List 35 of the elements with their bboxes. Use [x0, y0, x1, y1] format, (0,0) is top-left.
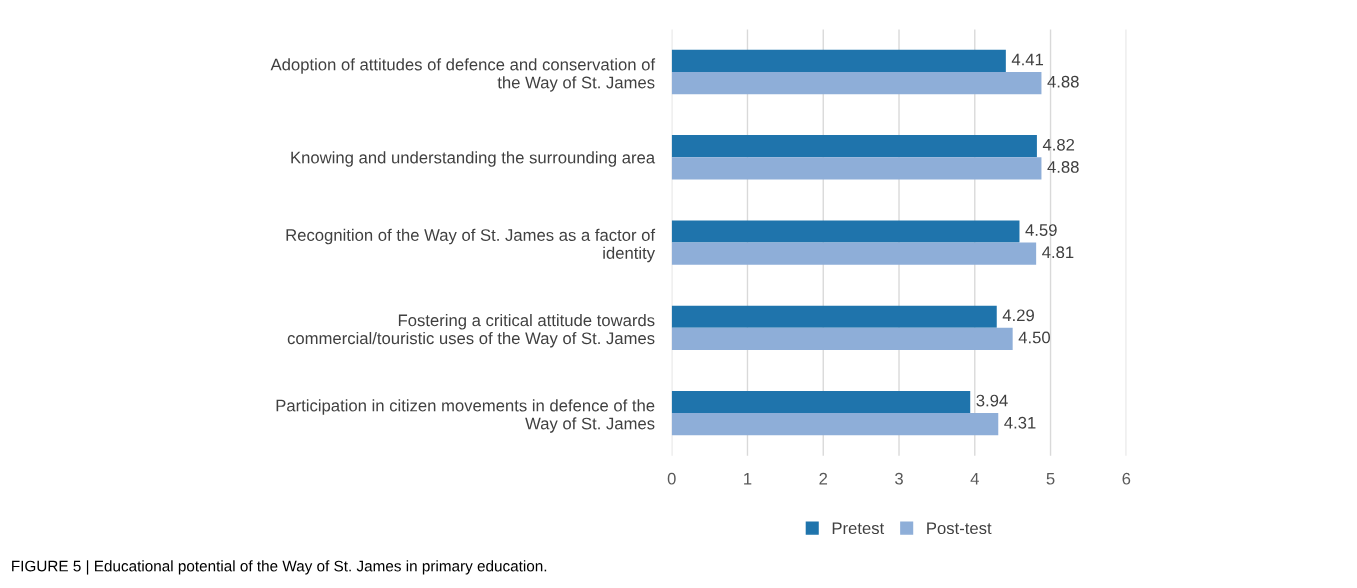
- x-tick-label: 2: [819, 472, 828, 485]
- y-tick-label: Fostering a critical attitude towards commercial/touristic uses of the Way of St. James: [287, 314, 655, 348]
- data-label: 4.41: [1011, 53, 1044, 66]
- bar: [671, 327, 1013, 350]
- caption: FIGURE 5 | Educational potential of the Way of St. James in primary education.: [12, 560, 547, 575]
- y-tick-label: Knowing and understanding the surrounding area: [291, 151, 656, 167]
- x-tick-label: 6: [1122, 472, 1131, 485]
- y-tick-label: Recognition of the Way of St. James as a factor of identity: [286, 228, 656, 263]
- bar: [671, 305, 997, 328]
- data-label: 4.81: [1042, 246, 1074, 259]
- bar: [671, 413, 999, 436]
- bar: [671, 242, 1037, 265]
- x-tick-label: 3: [895, 472, 903, 485]
- bar: [671, 72, 1042, 95]
- x-tick-label: 1: [744, 472, 752, 485]
- data-label: 4.88: [1047, 75, 1079, 88]
- data-label: 4.82: [1042, 138, 1075, 151]
- bar: [671, 390, 971, 414]
- bar: [671, 49, 1006, 73]
- x-tick-label: 4: [970, 472, 979, 485]
- data-label: 4.50: [1018, 331, 1050, 344]
- x-tick-label: 5: [1046, 472, 1055, 485]
- y-tick-label: Participation in citizen movements in defence of the Way of St. James: [276, 399, 655, 433]
- data-label: 4.88: [1047, 161, 1079, 173]
- data-label: 3.94: [976, 394, 1008, 407]
- legend-label: Post-test: [927, 522, 992, 535]
- bar: [671, 220, 1020, 243]
- x-tick-label: 0: [667, 472, 676, 485]
- data-label: 4.59: [1025, 224, 1057, 236]
- data-label: 4.31: [1004, 416, 1036, 429]
- bar: [671, 157, 1042, 180]
- data-label: 4.29: [1002, 309, 1034, 322]
- bar: [671, 135, 1037, 158]
- legend-label: Pretest: [832, 522, 885, 535]
- y-tick-label: Adoption of attitudes of defence and conservation of the Way of St. James: [270, 58, 656, 92]
